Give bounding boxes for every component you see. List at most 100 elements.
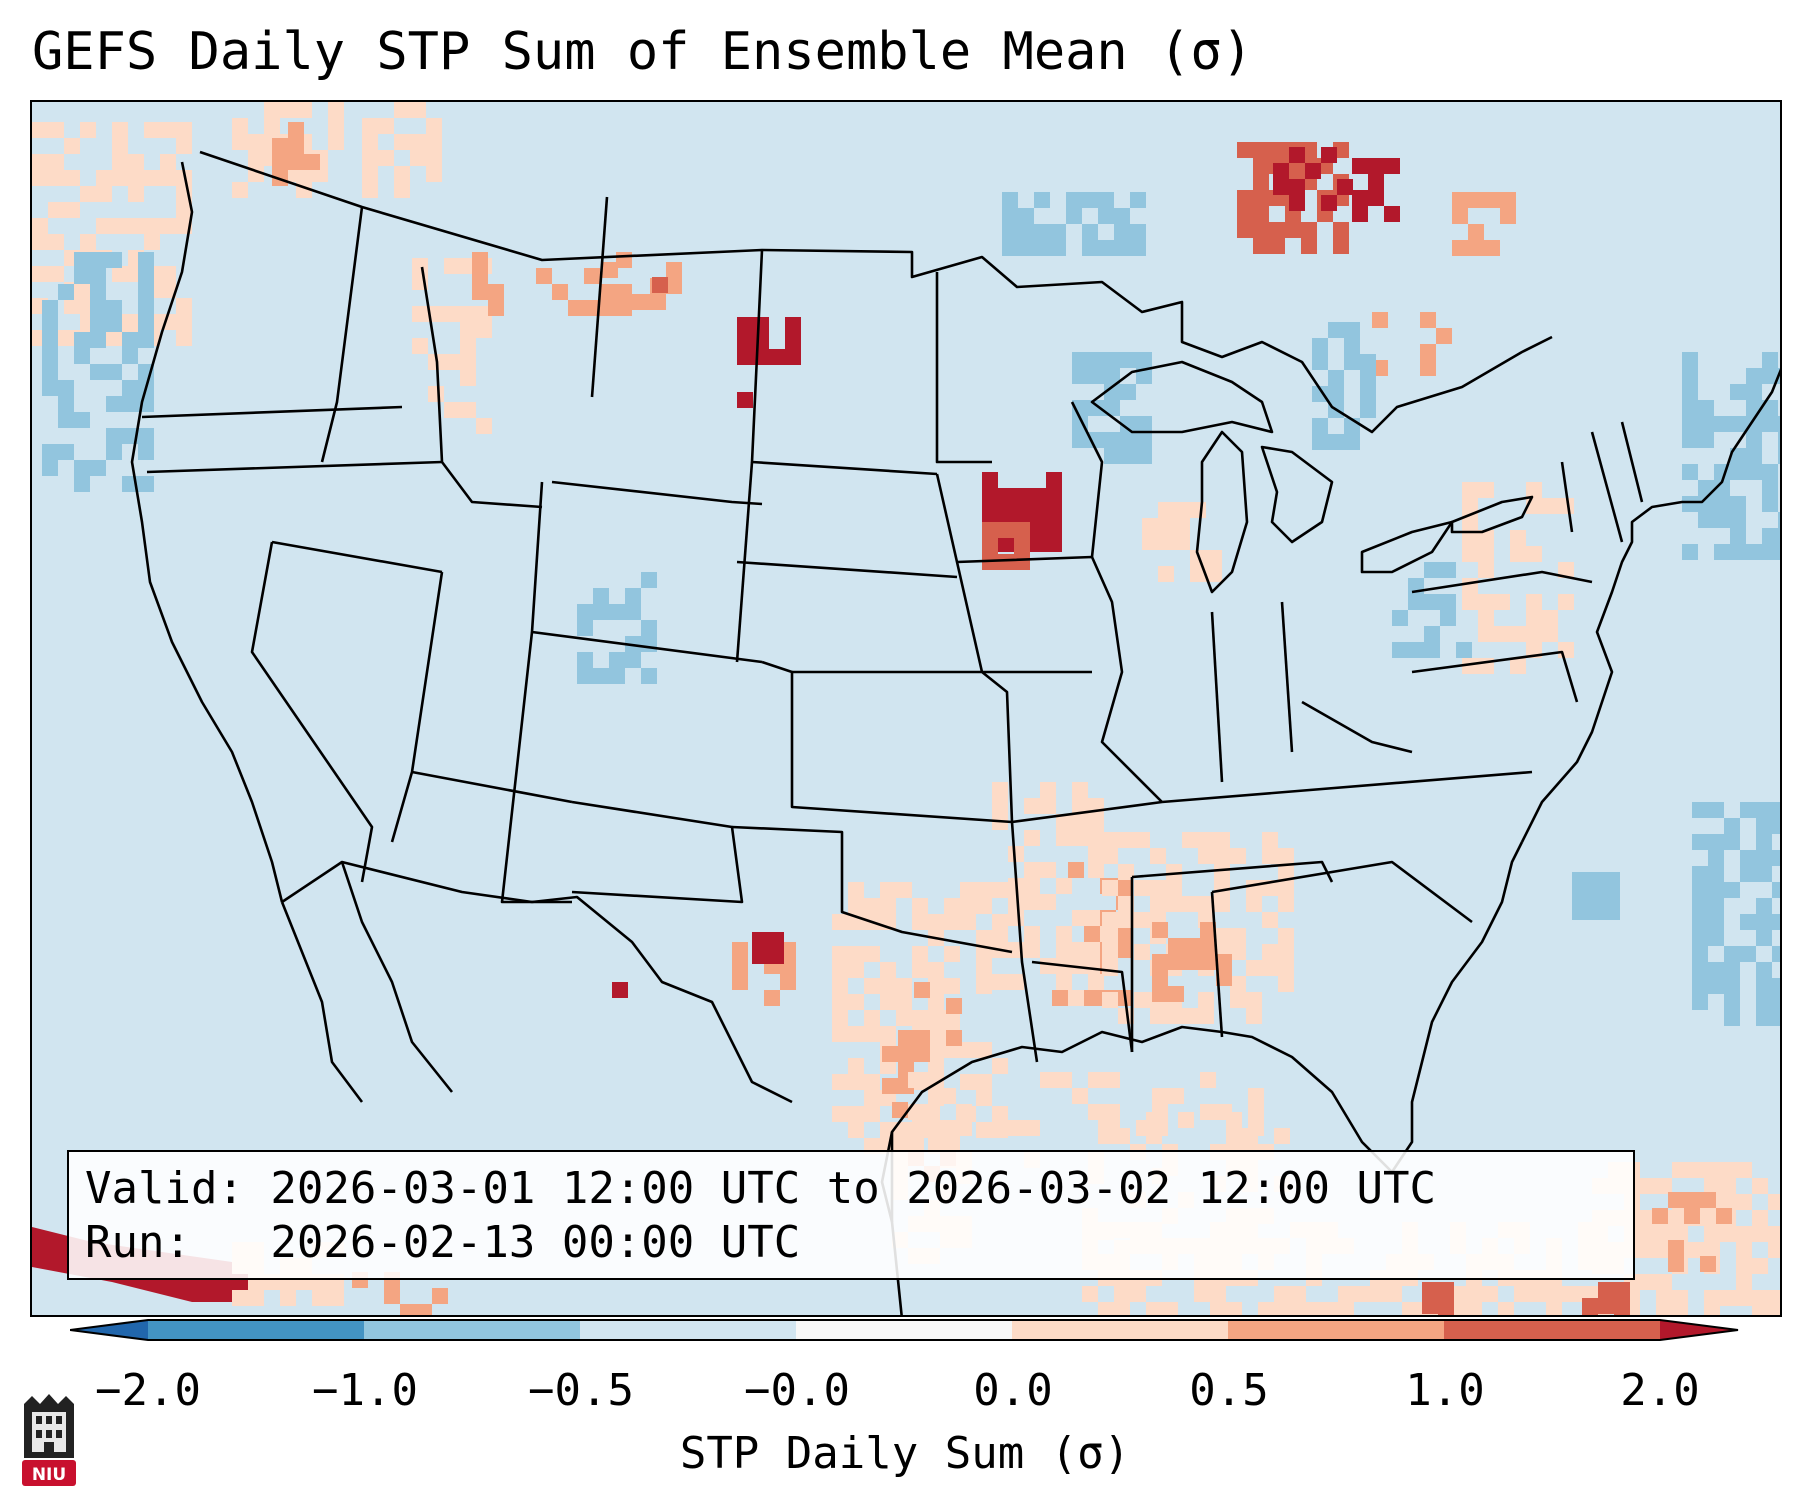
stp-cell (1438, 1298, 1454, 1314)
stp-cell (577, 604, 593, 620)
stp-cell (1462, 530, 1478, 546)
tick-label: −2.0 (95, 1365, 201, 1416)
stp-cell (64, 170, 80, 186)
stp-cell (1146, 1128, 1162, 1144)
stp-cell (1242, 1128, 1258, 1144)
stp-cell (1082, 192, 1098, 208)
stp-cell (1328, 370, 1344, 386)
colorbar-segment (1228, 1320, 1444, 1340)
stp-cell (1736, 1194, 1752, 1210)
stp-cell (1408, 642, 1424, 658)
stp-cell (848, 994, 864, 1010)
stp-cell (248, 1290, 264, 1306)
stp-cell (1134, 992, 1150, 1008)
stp-cell (1778, 448, 1780, 464)
stp-cell (272, 138, 288, 154)
tick-label: −0.5 (528, 1365, 634, 1416)
stp-cell (982, 522, 998, 538)
stp-cell (144, 218, 160, 234)
stp-cell (410, 102, 426, 118)
stp-cell (112, 138, 128, 154)
stp-cell (593, 668, 609, 684)
stp-cell (58, 396, 74, 412)
stp-cell (898, 1030, 914, 1046)
stp-cell (848, 962, 864, 978)
stp-cell (1714, 512, 1730, 528)
stp-cell (882, 1078, 898, 1094)
stp-cell (176, 122, 192, 138)
stp-cell (74, 252, 90, 268)
stp-cell (616, 252, 632, 268)
stp-cell (1230, 992, 1246, 1008)
stp-cell (1088, 400, 1104, 416)
stp-cell (1008, 910, 1024, 926)
stp-cell (1478, 530, 1494, 546)
stp-cell (42, 348, 58, 364)
stp-cell (1168, 954, 1184, 970)
stp-cell (1253, 206, 1269, 222)
stp-cell (138, 284, 154, 300)
stp-cell (1724, 882, 1740, 898)
stp-cell (1762, 368, 1778, 384)
stp-cell (144, 234, 160, 250)
stp-cell (232, 1290, 248, 1306)
stp-cell (609, 652, 625, 668)
stp-cell (1230, 976, 1246, 992)
stp-cell (1118, 896, 1134, 912)
stp-cell (832, 946, 848, 962)
stp-cell (602, 262, 618, 278)
stp-cell (1104, 368, 1120, 384)
stp-cell (1024, 942, 1040, 958)
stp-cell (1352, 206, 1368, 222)
stp-cell (1640, 1274, 1656, 1290)
stp-cell (652, 277, 668, 293)
stp-cell (1542, 498, 1558, 514)
stp-cell (1040, 782, 1056, 798)
stp-cell (432, 1288, 448, 1304)
stp-cell (1558, 562, 1574, 578)
stp-cell (880, 1026, 896, 1042)
stp-cell (1736, 1242, 1752, 1258)
stp-cell (1344, 322, 1360, 338)
stp-cell (625, 588, 641, 604)
stp-cell (1018, 208, 1034, 224)
stp-cell (160, 266, 176, 282)
stp-cell (1762, 352, 1778, 368)
stp-cell (1526, 482, 1542, 498)
stp-cell (1656, 1178, 1672, 1194)
colorbar-segments (70, 1319, 1739, 1341)
stp-cell (1046, 536, 1062, 552)
stp-cell (1168, 938, 1184, 954)
stp-cell (1289, 179, 1305, 195)
stp-cell (1514, 1286, 1530, 1302)
stp-cell (488, 300, 504, 316)
stp-cell (1046, 504, 1062, 520)
stp-cell (1688, 1242, 1704, 1258)
stp-cell (1708, 834, 1724, 850)
stp-cell (1116, 878, 1132, 894)
stp-cell (1034, 240, 1050, 256)
stp-cell (1752, 1226, 1768, 1242)
stp-cell (1440, 610, 1456, 626)
stp-cell (1478, 594, 1494, 610)
stp-cell (976, 946, 992, 962)
stp-cell (1542, 610, 1558, 626)
stp-cell (536, 268, 552, 284)
stp-cell (412, 338, 428, 354)
stp-cell (1278, 960, 1294, 976)
stp-cell (1468, 240, 1484, 256)
stp-cell (1720, 1290, 1736, 1306)
stp-cell (1072, 432, 1088, 448)
stp-cell (1014, 554, 1030, 570)
stp-cell (90, 252, 106, 268)
stp-cell (1214, 864, 1230, 880)
stp-cell (982, 504, 998, 520)
stp-cell (912, 898, 928, 914)
colorbar-segment (148, 1320, 364, 1340)
stp-cell (1104, 352, 1120, 368)
stp-cell (1672, 1162, 1688, 1178)
stp-cell (908, 1104, 924, 1120)
stp-cell (90, 316, 106, 332)
niu-logo: NIU (22, 1394, 76, 1486)
stp-cell (176, 138, 192, 154)
